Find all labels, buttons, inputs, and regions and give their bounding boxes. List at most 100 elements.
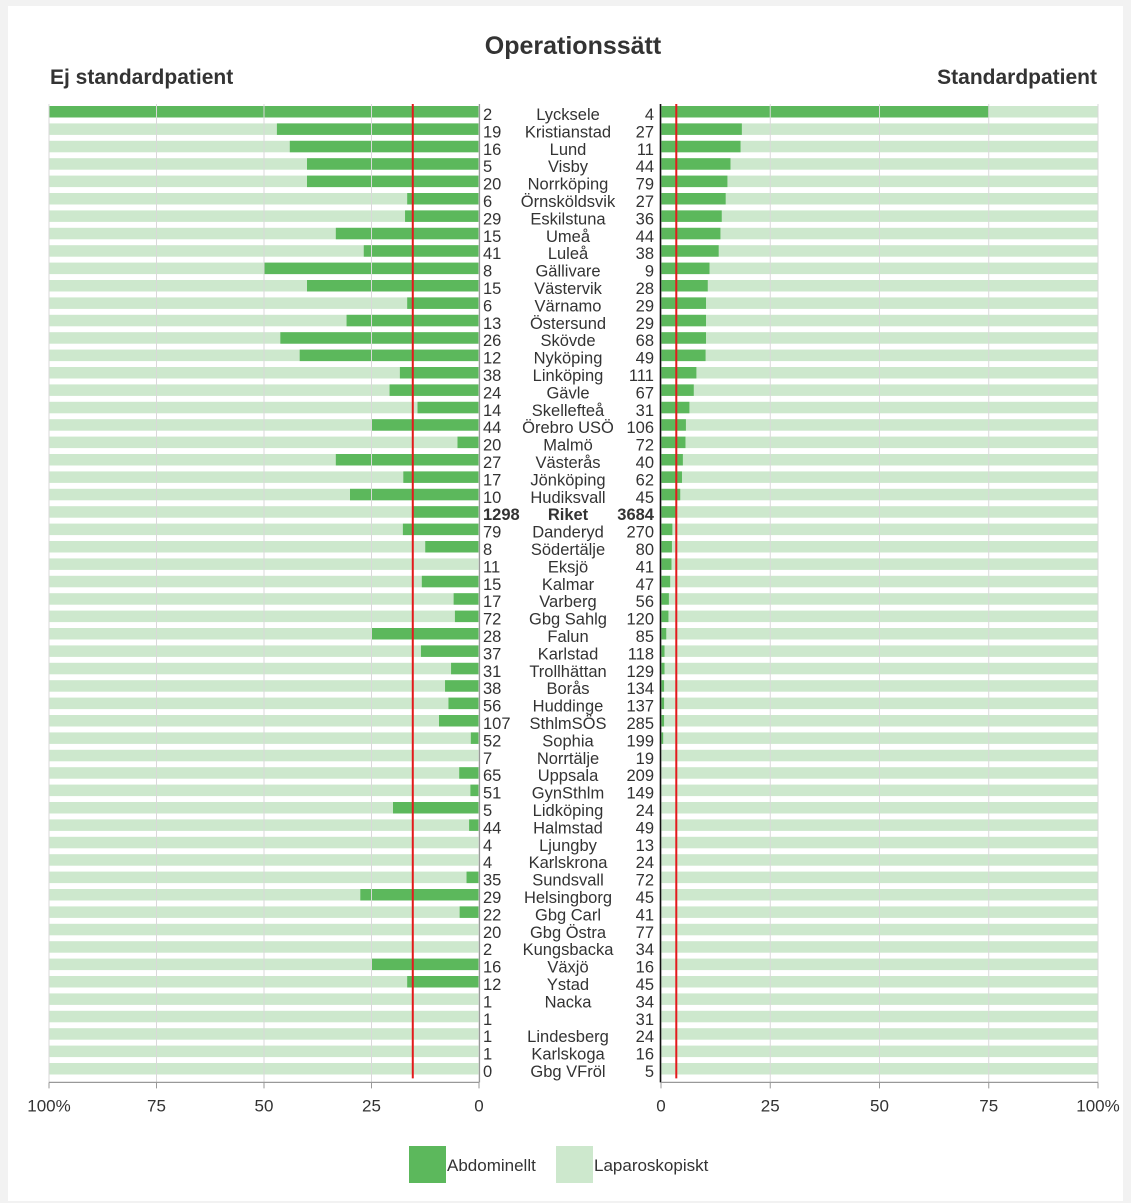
- right-bar-abdominal: [661, 680, 665, 692]
- left-bar-abdominal: [412, 506, 479, 518]
- right-bar-abdominal: [661, 575, 671, 588]
- row-left-count: 8: [483, 263, 492, 281]
- left-bar-abdominal: [389, 384, 479, 396]
- left-bar-abdominal: [307, 175, 479, 188]
- left-bar-abdominal: [299, 349, 479, 362]
- row-right-count: 4: [645, 106, 654, 124]
- row-left-count: 29: [483, 889, 501, 907]
- row-left-count: 1: [483, 1028, 492, 1046]
- row-name: Västerås: [535, 454, 600, 472]
- left-bar-abdominal: [448, 697, 479, 710]
- row-left-count: 20: [483, 924, 501, 942]
- right-tick-label: 0: [656, 1096, 665, 1115]
- left-bar-abdominal: [403, 471, 479, 483]
- row-right-count: 16: [636, 959, 654, 977]
- row-name: Karlskoga: [531, 1046, 605, 1064]
- left-tick-label: 75: [147, 1096, 166, 1115]
- right-tick-label: 75: [979, 1096, 998, 1115]
- row-right-count: 134: [626, 680, 654, 698]
- row-left-count: 51: [483, 785, 501, 803]
- row-name: Gävle: [546, 384, 589, 402]
- right-bar-abdominal: [661, 262, 710, 275]
- row-right-count: 34: [636, 941, 654, 959]
- row-name: Varberg: [539, 593, 596, 611]
- right-bar-abdominal: [661, 297, 707, 309]
- left-bar-abdominal: [371, 958, 479, 971]
- row-right-count: 199: [626, 732, 654, 750]
- row-right-count: 44: [636, 158, 654, 176]
- right-bar-abdominal: [661, 227, 721, 240]
- row-right-count: 68: [636, 332, 654, 350]
- row-name: Karlskrona: [529, 854, 609, 872]
- left-bar-abdominal: [371, 628, 479, 640]
- left-bar-abdominal: [335, 227, 479, 240]
- row-right-count: 80: [636, 541, 654, 559]
- right-bar-abdominal: [661, 367, 697, 379]
- row-left-count: 44: [483, 819, 501, 837]
- row-left-count: 16: [483, 959, 501, 977]
- legend-label-abdominal: Abdominellt: [447, 1156, 536, 1175]
- row-right-count: 120: [626, 611, 654, 629]
- row-name: SthlmSÖS: [529, 715, 606, 733]
- row-name: Norrtälje: [537, 750, 599, 768]
- right-bar-abdominal: [661, 628, 667, 640]
- row-right-count: 28: [636, 280, 654, 298]
- row-right-count: 44: [636, 228, 654, 246]
- row-name: Skövde: [540, 332, 595, 350]
- row-right-count: 47: [636, 576, 654, 594]
- row-left-count: 2: [483, 106, 492, 124]
- row-right-count: 29: [636, 315, 654, 333]
- row-left-count: 107: [483, 715, 511, 733]
- row-right-count: 27: [636, 123, 654, 141]
- row-right-count: 77: [636, 924, 654, 942]
- row-left-count: 15: [483, 280, 501, 298]
- row-left-count: 10: [483, 489, 501, 507]
- left-panel-title: Ej standardpatient: [50, 66, 233, 89]
- row-right-count: 209: [626, 767, 654, 785]
- left-bar-abdominal: [360, 889, 479, 901]
- left-bar-abdominal: [417, 401, 479, 414]
- left-bar-abdominal: [466, 871, 479, 884]
- row-name: Örnsköldsvik: [521, 193, 616, 211]
- row-name: Eksjö: [548, 558, 588, 576]
- row-name: Ljungby: [539, 837, 598, 855]
- left-bar-abdominal: [453, 593, 479, 605]
- right-bar-abdominal: [661, 349, 706, 362]
- legend-swatch-abdominal: [409, 1146, 446, 1183]
- row-right-count: 45: [636, 976, 654, 994]
- row-name: Sophia: [542, 732, 594, 750]
- row-left-count: 19: [483, 123, 501, 141]
- row-left-count: 52: [483, 732, 501, 750]
- row-name: Södertälje: [531, 541, 605, 559]
- row-left-count: 13: [483, 315, 501, 333]
- row-left-count: 6: [483, 297, 492, 315]
- left-tick-label: 0: [474, 1096, 483, 1115]
- row-right-count: 38: [636, 245, 654, 263]
- row-right-count: 24: [636, 802, 654, 820]
- left-bar-abdominal: [470, 732, 479, 744]
- row-name: Gbg VFröl: [530, 1063, 605, 1081]
- row-name: Helsingborg: [524, 889, 612, 907]
- left-bar-abdominal: [289, 140, 479, 153]
- row-left-count: 6: [483, 193, 492, 211]
- right-bar-abdominal: [661, 210, 722, 222]
- row-right-count: 13: [636, 837, 654, 855]
- row-right-count: 24: [636, 1028, 654, 1046]
- row-right-count: 31: [636, 1011, 654, 1029]
- left-bar-abdominal: [371, 419, 479, 431]
- right-bar-abdominal: [661, 593, 669, 605]
- right-bar-abdominal: [661, 506, 677, 518]
- row-left-count: 44: [483, 419, 501, 437]
- row-name: Lidköping: [533, 802, 604, 820]
- row-name: Kungsbacka: [523, 941, 615, 959]
- right-bar-abdominal: [661, 523, 673, 536]
- right-bar-abdominal: [661, 193, 726, 205]
- left-bar-abdominal: [280, 332, 479, 344]
- row-right-count: 62: [636, 471, 654, 489]
- left-bar-abdominal: [425, 541, 479, 553]
- left-bar-abdominal: [402, 523, 479, 536]
- row-left-count: 17: [483, 471, 501, 489]
- right-bar-abdominal: [661, 401, 690, 414]
- right-bar-abdominal: [661, 558, 672, 570]
